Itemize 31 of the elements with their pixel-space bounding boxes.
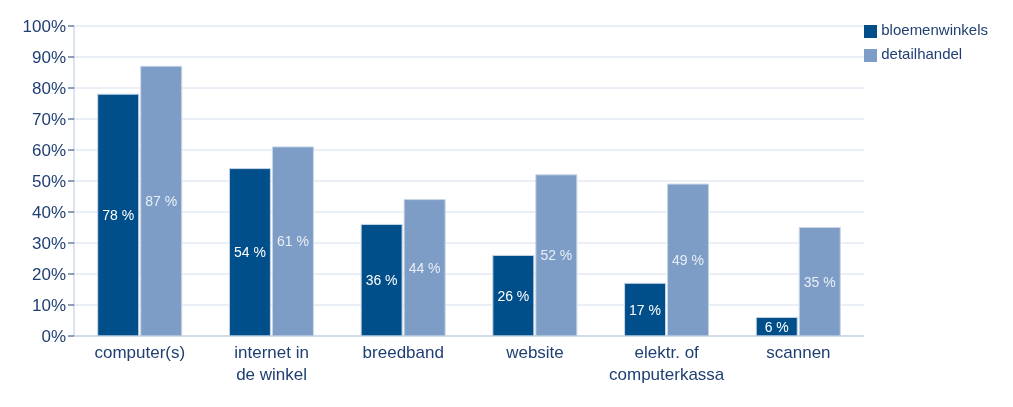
- data-label: 44 %: [408, 259, 441, 276]
- data-label: 26 %: [497, 287, 530, 304]
- y-tick-label: 20%: [31, 265, 66, 285]
- y-tick-label: 60%: [31, 141, 66, 161]
- data-label: 6 %: [764, 318, 789, 335]
- data-label: 87 %: [145, 193, 178, 210]
- y-tick-label: 80%: [31, 79, 66, 99]
- data-label: 35 %: [803, 273, 836, 290]
- y-tick-label: 70%: [31, 110, 66, 130]
- data-label: 36 %: [365, 272, 398, 289]
- y-tick-label: 50%: [31, 172, 66, 192]
- data-label: 17 %: [629, 301, 662, 318]
- x-tick-label: elektr. of computerkassa: [609, 343, 725, 384]
- legend-label: detailhandel: [881, 45, 963, 62]
- data-label: 52 %: [540, 247, 573, 264]
- y-tick-label: 10%: [31, 296, 66, 316]
- legend-label: bloemenwinkels: [881, 21, 988, 38]
- data-label: 49 %: [672, 252, 705, 269]
- x-tick-label: internet in de winkel: [234, 343, 309, 384]
- y-tick-label: 90%: [31, 48, 66, 68]
- x-tick-label: scannen: [766, 343, 831, 362]
- data-label: 61 %: [276, 233, 309, 250]
- data-label: 54 %: [233, 244, 266, 261]
- data-label: 78 %: [102, 207, 135, 224]
- y-tick-label: 30%: [31, 234, 66, 254]
- y-tick-label: 40%: [31, 203, 66, 223]
- x-tick-label: website: [505, 343, 564, 362]
- x-tick-label: breedband: [362, 343, 444, 362]
- x-tick-label: computer(s): [94, 343, 186, 362]
- y-tick-label: 0%: [41, 327, 66, 347]
- y-tick-label: 100%: [22, 17, 66, 37]
